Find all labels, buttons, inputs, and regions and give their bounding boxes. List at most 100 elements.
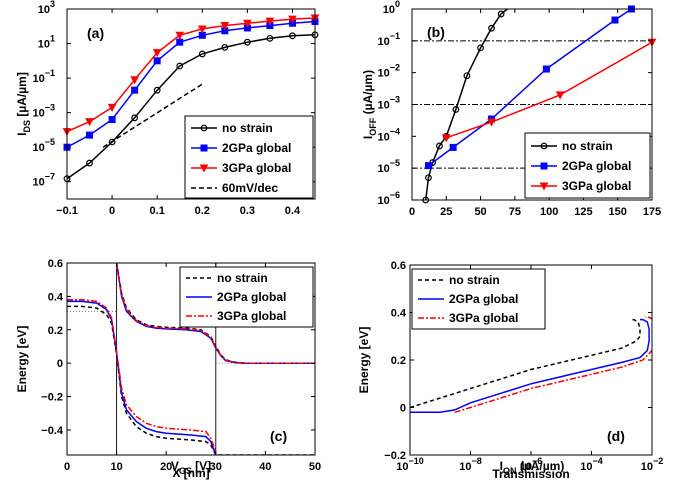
panel-b-data-point — [425, 174, 432, 182]
panel-c-y-tick-label: −0.4 — [41, 425, 64, 437]
panel-a-data-point — [108, 138, 116, 146]
panel-a-x-axis-label: VGS [V] — [171, 459, 211, 476]
panel-c-series-line-2 — [67, 298, 217, 452]
panel-a-data-point — [176, 62, 184, 70]
panel-c-x-tick-label: 40 — [259, 461, 271, 473]
panel-a-y-tick-label: 103 — [38, 0, 55, 16]
panel-d-x-tick-label: 10−8 — [459, 456, 482, 473]
panel-a-y-axis-label: IDS [µA/µm] — [15, 72, 32, 136]
panel-a-data-point — [153, 57, 161, 65]
panel-b-data-point — [555, 91, 565, 100]
legend-entry-label: 2GPa global — [217, 290, 286, 304]
legend-entry-label: 3GPa global — [217, 309, 286, 323]
legend-entry-label: no strain — [222, 121, 273, 135]
legend-entry-label: 3GPa global — [449, 311, 518, 325]
panel-a-series-line-3 — [102, 83, 203, 148]
panel-a-data-point — [198, 50, 206, 58]
panel-b-data-point — [477, 44, 484, 52]
legend-entry-label: no strain — [562, 139, 613, 153]
legend-swatch-marker — [540, 142, 548, 150]
panel-b-x-tick-label: 50 — [474, 206, 486, 218]
panel-c-y-tick-label: 0 — [57, 358, 63, 370]
panel-d-series-line-2 — [454, 316, 652, 414]
panel-a-data-point — [131, 114, 139, 122]
legend-swatch-marker — [540, 162, 548, 170]
panel-c-series-line-5 — [115, 263, 315, 364]
panel-b-x-tick-label: 175 — [643, 206, 661, 218]
panel-a-data-point — [243, 19, 252, 28]
panel-b-y-tick-label: 10−1 — [377, 31, 400, 48]
panel-b-x-axis-label: ION (µA/µm) — [500, 459, 565, 476]
panel-d-y-tick-label: 0.6 — [391, 260, 406, 272]
panel-b-y-tick-label: 10−5 — [377, 158, 400, 175]
panel-a-data-point — [153, 86, 161, 94]
panel-a-data-point — [243, 38, 251, 46]
panel-a-x-tick-label: 0.2 — [195, 205, 210, 217]
legend-swatch-marker — [199, 164, 209, 173]
panel-b-data-point — [488, 24, 495, 32]
panel-d-y-tick-label: 0.2 — [391, 355, 406, 367]
panel-a-data-point — [86, 159, 93, 167]
panel-b-data-point — [441, 134, 451, 143]
panel-b-x-tick-label: 75 — [509, 206, 521, 218]
legend-entry-label: 2GPa global — [449, 292, 518, 306]
panel-d-y-tick-label: 0.4 — [391, 308, 407, 320]
panel-a-data-point — [289, 32, 296, 40]
legend-swatch-marker — [200, 144, 208, 152]
panel-d-x-tick-label: 10−4 — [580, 456, 603, 473]
panel-a-x-tick-label: 0.1 — [150, 205, 165, 217]
legend-swatch-marker — [539, 182, 549, 191]
panel-b-data-point — [452, 106, 460, 113]
panel-b-y-tick-label: 10−3 — [377, 95, 400, 112]
panel-d-y-axis-label: Energy [eV] — [357, 327, 371, 394]
panel-a-x-tick-label: 0 — [109, 205, 115, 217]
panel-a-data-point — [220, 22, 230, 31]
panel-a-data-point — [266, 34, 274, 42]
panel-a-data-point — [85, 118, 94, 127]
panel-b-series-line-2 — [446, 41, 652, 139]
panel-a-x-tick-label: 0.3 — [240, 205, 255, 217]
panel-b-x-tick-label: 100 — [540, 206, 558, 218]
panel-a-data-point — [107, 103, 117, 112]
panel-c-frame — [66, 262, 316, 456]
panel-a-y-tick-label: 10−1 — [32, 68, 55, 85]
panel-a-panel-label: (a) — [87, 25, 104, 41]
panel-c-y-axis-label: Energy [eV] — [15, 326, 29, 393]
panel-b-panel-label: (b) — [427, 24, 445, 40]
panel-a-data-point — [131, 86, 139, 94]
panel-c-x-tick-label: 10 — [110, 461, 122, 473]
legend-entry-label: no strain — [449, 273, 500, 287]
panel-b-data-point — [497, 10, 505, 18]
panel-b-data-point — [487, 118, 496, 127]
panel-a-data-point — [175, 31, 185, 40]
panel-a-y-tick-label: 10−5 — [32, 137, 55, 154]
panel-b-data-point — [436, 142, 443, 150]
panel-c-panel-label: (c) — [270, 428, 287, 444]
legend-entry-label: 3GPa global — [562, 179, 631, 193]
panel-a-data-point — [265, 17, 275, 26]
panel-c-series-line-1 — [67, 300, 217, 455]
panel-c-y-tick-label: −0.2 — [41, 392, 63, 404]
panel-d-panel-label: (d) — [607, 428, 625, 444]
panel-c-y-tick-label: 0.2 — [48, 325, 63, 337]
panel-a-data-point — [86, 131, 94, 139]
legend-entry-label: 2GPa global — [222, 141, 291, 155]
panel-b-x-tick-label: 25 — [440, 206, 452, 218]
panel-b-data-point — [424, 162, 432, 170]
panel-a-data-point — [221, 43, 229, 51]
panel-a-series-line-1 — [67, 20, 315, 148]
legend-swatch-marker — [200, 124, 208, 132]
panel-d-x-axis-label: Transmission — [492, 467, 569, 481]
panel-b-x-tick-label: 125 — [574, 206, 592, 218]
panel-a-data-point — [288, 15, 297, 24]
panel-a-data-point — [176, 38, 184, 46]
panel-b-data-point — [463, 72, 471, 80]
panel-d-series-line-0 — [410, 318, 641, 409]
panel-d-x-tick-label: 10−10 — [396, 456, 424, 473]
panel-d-y-tick-label: −0.2 — [384, 450, 406, 462]
panel-a-y-tick-label: 10−3 — [32, 103, 55, 120]
panel-c-y-tick-label: 0.4 — [48, 291, 64, 303]
panel-c-x-axis-label: X [nm] — [172, 466, 209, 480]
panel-b-data-point — [611, 16, 619, 24]
